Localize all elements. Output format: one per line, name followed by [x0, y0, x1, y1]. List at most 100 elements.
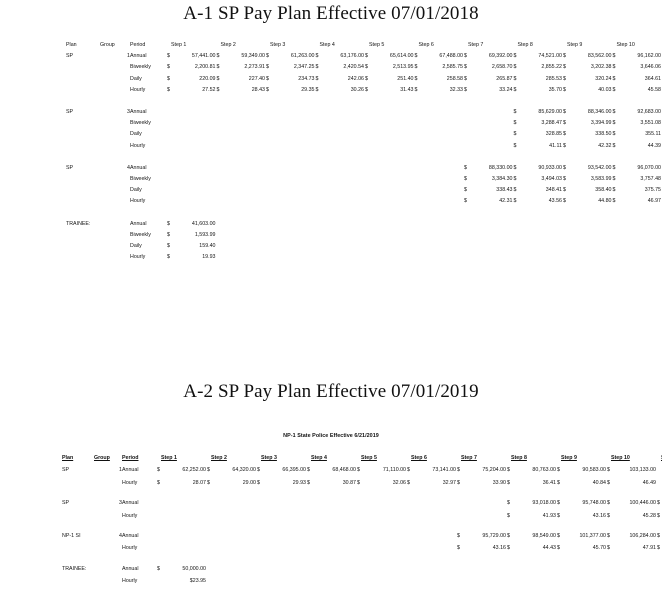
cell-amount [414, 252, 464, 263]
amount-value: 2,200.81 [194, 64, 216, 71]
currency-symbol: $ [207, 479, 210, 486]
amount-value: 93,542.00 [587, 164, 612, 171]
amount-value: 265.87 [496, 75, 513, 82]
cell-amount [456, 563, 506, 575]
cell-amount: $358.40 [562, 185, 612, 196]
cell-amount [414, 174, 464, 185]
currency-symbol: $ [513, 86, 517, 93]
cell-amount [414, 129, 464, 140]
cell-amount [463, 252, 513, 263]
currency-symbol: $ [612, 176, 616, 183]
cell-amount: $53.99 [656, 542, 662, 554]
currency-symbol: $ [457, 467, 460, 474]
amount-value: 45.70 [592, 545, 606, 552]
cell-amount [256, 530, 306, 542]
cell-amount: $59,349.00 [216, 51, 266, 62]
cell-group [100, 219, 130, 230]
currency-symbol: $ [557, 500, 560, 507]
cell-period: Daily [130, 131, 142, 138]
table-row: Daily $220.09 $227.40 $234.73 $242.06 $251.40… [66, 74, 662, 85]
cell-amount [315, 241, 365, 252]
cell-amount [556, 575, 606, 587]
currency-symbol: $ [563, 176, 566, 183]
cell-amount: $320.24 [562, 74, 612, 85]
cell-amount: $2,347.25 [265, 62, 315, 73]
currency-symbol: $ [216, 53, 220, 60]
cell-group [100, 118, 130, 129]
table-row: Hourly$41.93$43.16$45.28$51.39 [62, 510, 662, 522]
cell-period: Biweekly [130, 120, 151, 127]
cell-amount [216, 219, 266, 230]
currency-symbol: $ [464, 75, 467, 82]
cell-group [100, 62, 130, 73]
cell-amount [406, 510, 456, 522]
cell-amount: $251.40 [364, 74, 414, 85]
table-row: Biweekly $3,384.30 $3,494.03 $3,583.99 $3,75… [66, 174, 662, 185]
cell-amount [206, 542, 256, 554]
cell-amount [265, 107, 315, 118]
cell-amount: $43.16 [456, 542, 506, 554]
cell-amount [265, 219, 315, 230]
cell-amount [306, 542, 356, 554]
cell-amount [156, 497, 206, 509]
cell-amount: $1,593.99 [166, 230, 216, 241]
currency-symbol: $ [216, 64, 220, 71]
amount-value: 75,204.00 [482, 467, 506, 474]
cell-plan: SP [62, 500, 70, 507]
cell-amount: $45.58 [612, 85, 662, 96]
amount-value: 80,763.00 [532, 467, 556, 474]
cell-amount: $61,263.00 [265, 51, 315, 62]
cell-plan [66, 196, 100, 207]
cell-amount [406, 563, 456, 575]
currency-symbol: $ [612, 131, 616, 138]
cell-amount: $43.56 [513, 196, 563, 207]
cell-group [94, 477, 122, 489]
currency-symbol: $ [513, 75, 517, 82]
column-header-step-7: Step 7 [461, 455, 477, 461]
cell-amount: $36.41 [506, 477, 556, 489]
currency-symbol: $ [414, 53, 418, 60]
currency-symbol: $ [167, 75, 170, 82]
column-header-step-3: Step 3 [270, 42, 286, 48]
cell-amount [612, 241, 662, 252]
amount-value: 74,521.00 [538, 53, 562, 60]
cell-amount: $45.70 [556, 542, 606, 554]
cell-amount [265, 129, 315, 140]
cell-amount [612, 252, 662, 263]
cell-amount: $90,933.00 [513, 163, 563, 174]
amount-value: 85,629.00 [538, 109, 562, 116]
currency-symbol: $ [557, 512, 560, 519]
cell-amount [256, 575, 306, 587]
cell-period: Annual [122, 565, 139, 572]
column-header-step-2: Step 2 [211, 455, 227, 461]
cell-amount [306, 510, 356, 522]
cell-amount [364, 185, 414, 196]
cell-amount: $32.97 [406, 477, 456, 489]
cell-amount: $57,441.00 [166, 51, 216, 62]
cell-amount: $51.39 [656, 510, 662, 522]
currency-symbol: $ [357, 479, 360, 486]
table-row: SP 3 Annual $93,018.00 $95,748.00 $100,446.00… [62, 497, 662, 509]
trainee-label: TRAINEE: [66, 220, 91, 227]
cell-amount: $3,494.03 [513, 174, 563, 185]
currency-symbol: $ [157, 565, 160, 572]
cell-amount [656, 575, 662, 587]
cell-group [100, 185, 130, 196]
amount-value: 45.58 [647, 86, 661, 93]
page-title-a1: A-1 SP Pay Plan Effective 07/01/2018 [183, 3, 479, 24]
amount-value: 27.52 [202, 86, 216, 93]
cell-period: Hourly [130, 198, 146, 205]
currency-symbol: $ [307, 467, 310, 474]
cell-amount [166, 129, 216, 140]
cell-amount: $2,273.91 [216, 62, 266, 73]
currency-symbol: $ [513, 176, 517, 183]
currency-symbol: $ [607, 467, 610, 474]
table-row: SP 4 Annual $88,330.00 $90,933.00 $93,542.00 $… [66, 163, 662, 174]
cell-amount [265, 174, 315, 185]
cell-amount: $3,202.38 [562, 62, 612, 73]
amount-value: 65,614.00 [389, 53, 414, 60]
cell-amount: $41.93 [506, 510, 556, 522]
currency-symbol: $ [612, 75, 616, 82]
cell-amount [256, 563, 306, 575]
amount-value: 45.28 [642, 512, 656, 519]
